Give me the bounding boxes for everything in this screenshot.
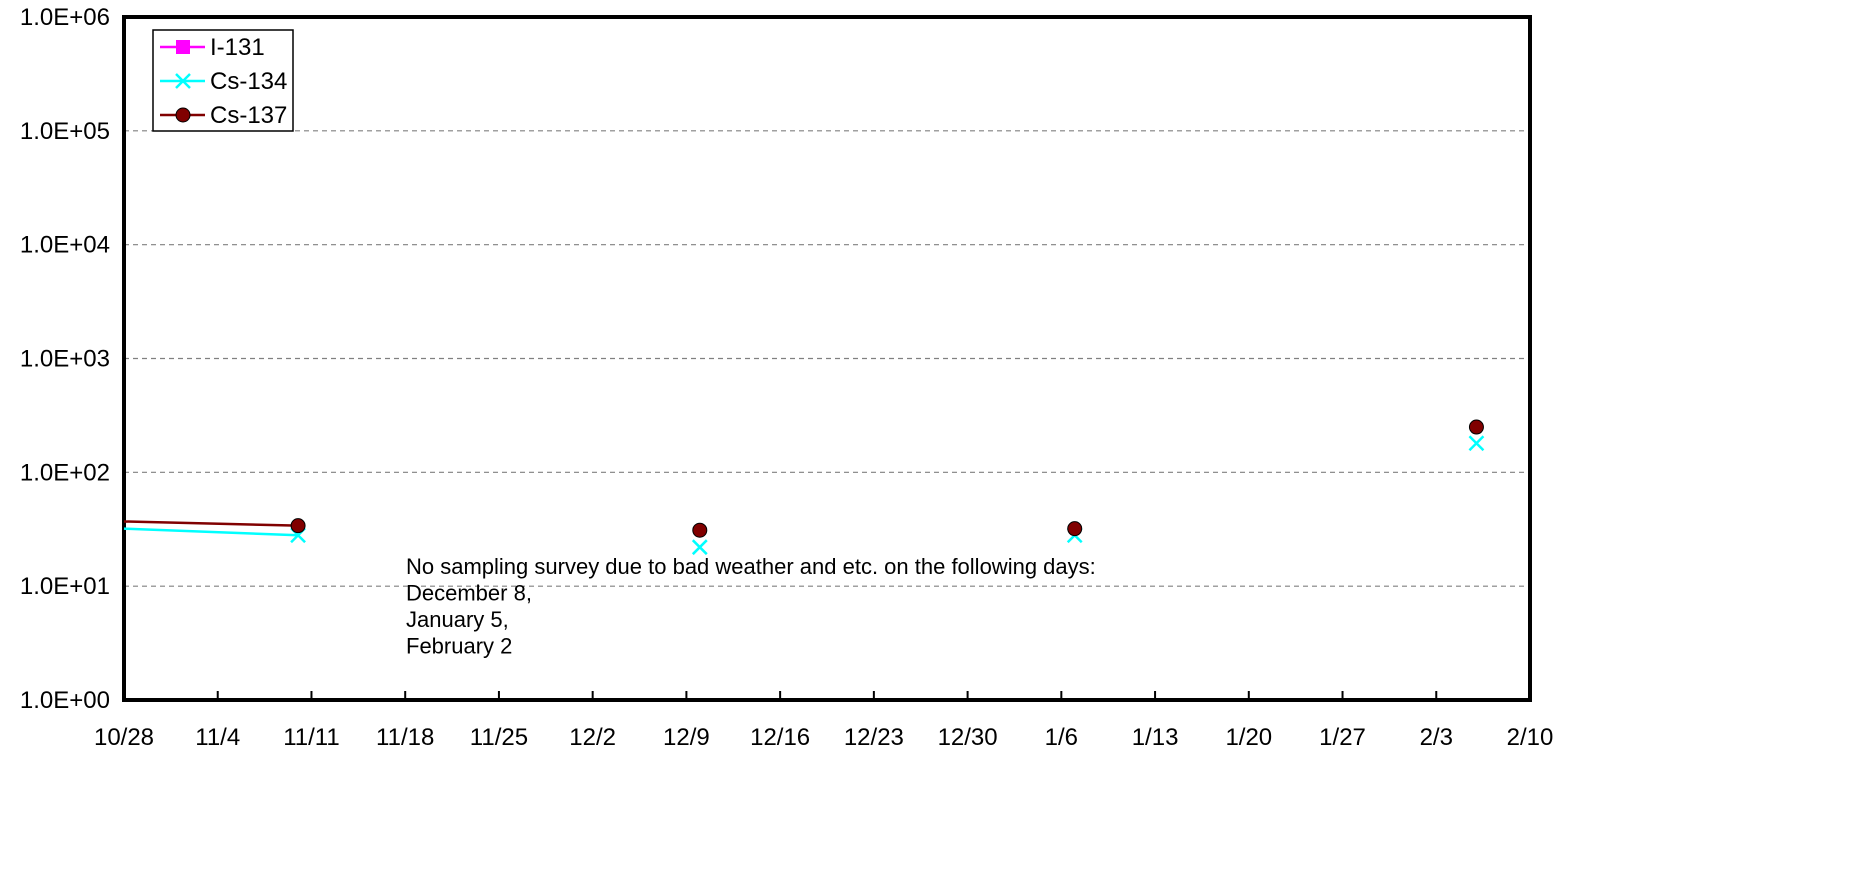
series-cs-134 — [123, 435, 1485, 556]
x-tick-label: 1/13 — [1132, 724, 1179, 751]
annotation-line: December 8, — [406, 581, 532, 606]
data-series — [123, 419, 1485, 556]
annotation-line: January 5, — [406, 607, 509, 632]
legend-item: I-131 — [160, 34, 265, 61]
y-tick-label: 1.0E+04 — [20, 232, 110, 259]
x-tick-label: 12/9 — [663, 724, 710, 751]
x-tick-label: 12/2 — [569, 724, 616, 751]
y-tick-label: 1.0E+01 — [20, 573, 110, 600]
legend-item: Cs-137 — [160, 102, 287, 129]
x-tick-label: 12/23 — [844, 724, 904, 751]
x-tick-label: 1/27 — [1319, 724, 1366, 751]
y-tick-label: 1.0E+06 — [20, 4, 110, 31]
x-tick-label: 10/28 — [94, 724, 154, 751]
axes: 1.0E+00 1.0E+01 1.0E+02 1.0E+03 1.0E+04 1.0E+… — [20, 4, 1553, 751]
x-tick-label: 11/25 — [470, 724, 528, 751]
legend: I-131 Cs-134 Cs-137 — [152, 29, 294, 132]
data-point — [290, 518, 306, 534]
legend-label: Cs-137 — [210, 102, 287, 129]
series-line — [123, 527, 299, 537]
y-tick-label: 1.0E+00 — [20, 687, 110, 714]
data-point — [692, 522, 708, 538]
x-tick-label: 12/30 — [938, 724, 998, 751]
data-point — [1468, 435, 1485, 452]
annotation-line: No sampling survey due to bad weather an… — [406, 554, 1096, 579]
legend-marker — [175, 107, 191, 123]
plot-border — [122, 15, 1532, 702]
y-tick-label: 1.0E+03 — [20, 346, 110, 373]
x-tick-label: 1/20 — [1225, 724, 1272, 751]
series-line — [123, 520, 299, 527]
x-tick-label: 2/10 — [1507, 724, 1554, 751]
data-point — [1067, 521, 1083, 537]
x-tick-label: 11/18 — [376, 724, 434, 751]
x-tick-label: 11/4 — [195, 724, 240, 751]
x-tick-label: 2/3 — [1420, 724, 1453, 751]
y-tick-label: 1.0E+02 — [20, 459, 110, 486]
legend-label: Cs-134 — [210, 68, 287, 95]
plot-area — [122, 15, 1532, 702]
data-point — [1468, 419, 1484, 435]
y-tick-label: 1.0E+05 — [20, 118, 110, 145]
x-tick-label: 11/11 — [283, 724, 340, 751]
x-tick-label: 1/6 — [1045, 724, 1078, 751]
x-tick-label: 12/16 — [750, 724, 810, 751]
legend-marker — [175, 73, 191, 89]
legend-item: Cs-134 — [160, 68, 287, 95]
annotation: No sampling survey due to bad weather an… — [406, 554, 1096, 659]
annotation-line: February 2 — [406, 634, 512, 659]
data-point — [691, 539, 708, 556]
series-cs-137 — [123, 419, 1484, 538]
gridlines — [124, 130, 1530, 587]
legend-marker — [176, 40, 190, 54]
legend-label: I-131 — [210, 34, 265, 61]
